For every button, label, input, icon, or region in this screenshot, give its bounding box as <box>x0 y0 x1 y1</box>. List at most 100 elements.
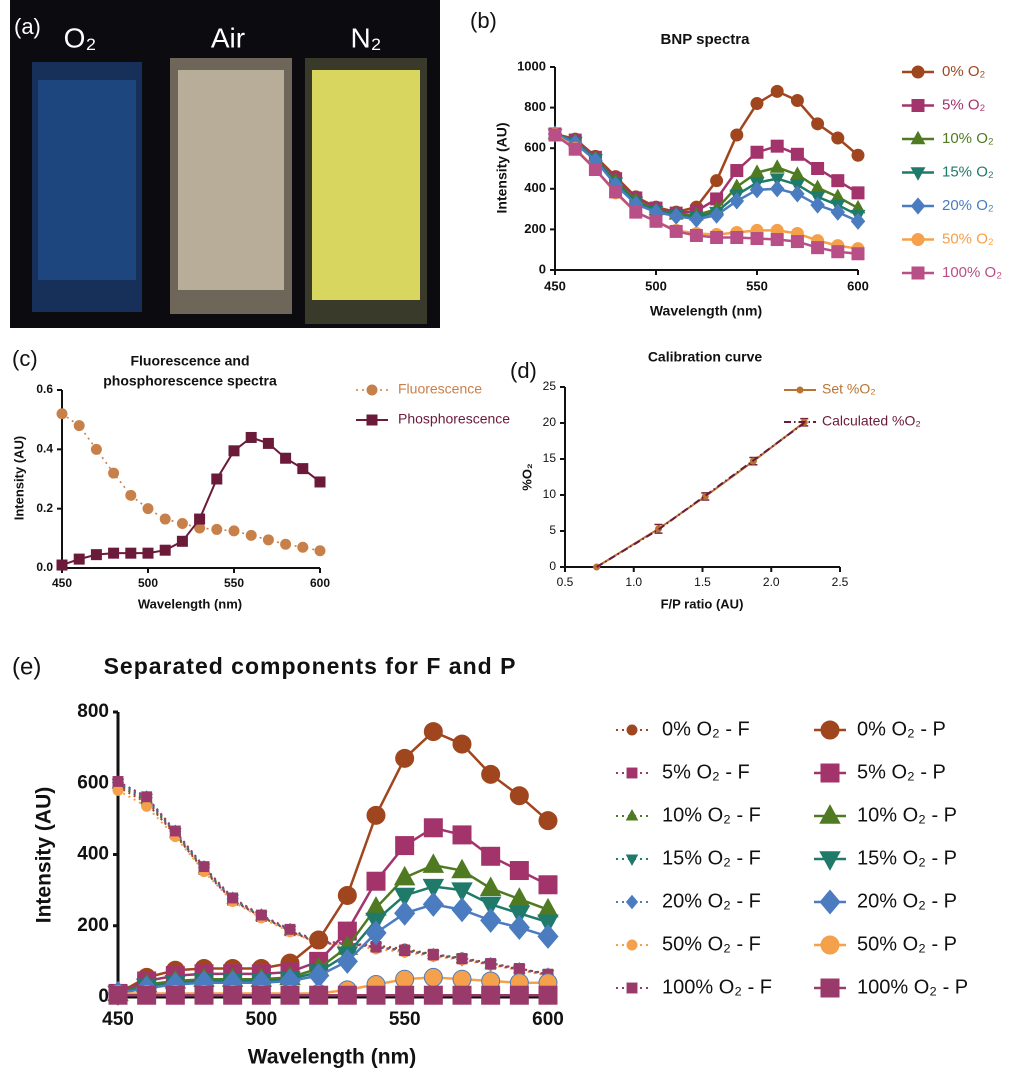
marker <box>314 545 326 557</box>
panel-label: (e) <box>12 653 41 680</box>
panel-label: (d) <box>510 358 537 383</box>
marker <box>399 945 411 957</box>
marker <box>337 885 357 905</box>
marker <box>750 97 764 111</box>
marker <box>262 437 274 449</box>
marker <box>309 930 329 950</box>
series-line <box>117 826 549 995</box>
x-axis-label: Wavelength (nm) <box>650 303 762 319</box>
legend-label: Fluorescence <box>398 381 482 397</box>
marker <box>820 978 840 998</box>
cuvette-o2-glow <box>38 80 136 280</box>
y-tick-label: 0.0 <box>36 560 53 574</box>
legend-label: 0% O₂ - P <box>857 718 946 740</box>
marker <box>609 185 623 199</box>
marker <box>176 518 188 529</box>
legend-label: 15% O₂ <box>942 163 994 180</box>
legend-label: 100% O₂ - P <box>857 976 968 998</box>
marker <box>790 93 804 107</box>
marker <box>211 473 223 485</box>
marker <box>820 720 840 740</box>
marker <box>280 985 300 1005</box>
marker <box>790 147 804 161</box>
legend-label: 10% O₂ - F <box>662 804 761 826</box>
legend-label: Calculated %O₂ <box>822 413 921 429</box>
y-tick-label: 10 <box>543 487 557 501</box>
marker <box>452 985 472 1005</box>
photo-panel: (a) O₂ Air N₂ <box>10 0 440 328</box>
marker <box>393 865 416 886</box>
marker <box>280 538 292 550</box>
marker <box>480 907 502 933</box>
marker <box>422 878 445 899</box>
cuvette-n2-glow <box>312 70 420 300</box>
marker <box>568 142 582 156</box>
marker <box>108 547 120 559</box>
marker <box>819 889 841 915</box>
marker <box>548 128 562 142</box>
marker <box>730 128 744 142</box>
marker <box>730 231 744 245</box>
marker <box>811 241 825 255</box>
chart-title: Separated components for F and P <box>104 653 517 679</box>
marker <box>211 523 223 535</box>
series-line <box>117 903 549 995</box>
marker <box>297 463 309 475</box>
marker <box>790 235 804 249</box>
marker <box>395 748 415 768</box>
marker <box>770 84 784 98</box>
marker <box>194 985 214 1005</box>
y-axis-label: %O₂ <box>519 463 534 491</box>
y-tick-label: 200 <box>77 915 109 936</box>
y-axis-label: Intensity (AU) <box>33 787 56 924</box>
y-tick-label: 0.2 <box>36 501 53 515</box>
marker <box>819 851 841 871</box>
marker <box>790 185 805 203</box>
marker <box>831 131 845 145</box>
marker <box>830 203 846 221</box>
marker <box>245 529 257 541</box>
marker <box>481 846 501 866</box>
series-line <box>596 421 805 568</box>
x-tick-label: 600 <box>847 278 869 293</box>
marker <box>625 854 639 866</box>
x-axis-label: F/P ratio (AU) <box>661 596 744 611</box>
legend-label: 10% O₂ <box>942 130 994 147</box>
marker <box>422 891 444 917</box>
marker <box>669 224 683 238</box>
legend-label: 0% O₂ <box>942 63 986 80</box>
marker <box>159 513 171 525</box>
marker <box>284 923 296 935</box>
y-tick-label: 0.4 <box>36 442 53 456</box>
series-line <box>61 436 321 566</box>
y-tick-label: 400 <box>77 844 109 865</box>
marker <box>750 145 764 159</box>
legend-label: 0% O₂ - F <box>662 718 750 740</box>
marker <box>223 985 243 1005</box>
series-line <box>554 132 859 223</box>
marker <box>811 117 825 131</box>
panel-label: (a) <box>14 14 41 39</box>
marker <box>280 452 292 464</box>
marker <box>451 882 473 902</box>
marker <box>255 909 267 921</box>
marker <box>395 969 415 989</box>
marker <box>626 939 638 951</box>
marker <box>198 861 210 873</box>
marker <box>169 825 181 837</box>
marker <box>141 791 153 803</box>
x-tick-label: 450 <box>102 1009 134 1030</box>
y-tick-label: 5 <box>549 523 556 537</box>
marker <box>393 887 416 908</box>
marker <box>538 811 558 831</box>
legend-label: 20% O₂ <box>942 197 994 214</box>
x-tick-label: 500 <box>645 278 667 293</box>
marker <box>423 722 443 742</box>
x-tick-label: 550 <box>224 576 244 590</box>
legend-label: Set %O₂ <box>822 381 876 397</box>
marker <box>749 164 765 178</box>
y-tick-label: 800 <box>524 99 546 114</box>
y-tick-label: 0.6 <box>36 382 53 396</box>
marker <box>422 853 445 873</box>
